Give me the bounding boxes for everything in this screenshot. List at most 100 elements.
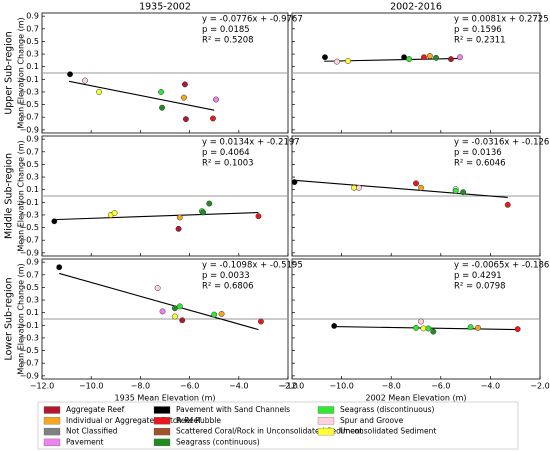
- point: [425, 325, 432, 332]
- point: [211, 311, 218, 318]
- point: [255, 213, 262, 220]
- x-tick-label: −2.0: [278, 382, 297, 391]
- point: [418, 318, 424, 325]
- point: [514, 326, 521, 333]
- legend-swatch: [153, 427, 171, 436]
- legend-swatch: [317, 427, 335, 436]
- point: [257, 318, 264, 325]
- legend-swatch: [153, 406, 171, 414]
- point: [56, 264, 63, 271]
- fit-stat: y = -0.1098x + -0.5195: [202, 261, 303, 271]
- x-tick-label: −12.0: [280, 382, 305, 391]
- legend-swatch: [317, 417, 335, 425]
- point: [182, 116, 189, 123]
- point: [420, 325, 427, 332]
- y-tick-label: −0.9: [20, 248, 39, 257]
- point: [433, 54, 440, 61]
- y-tick-label: −0.7: [20, 236, 39, 245]
- fit-stat: R² = 0.6046: [454, 159, 506, 169]
- y-tick-label: 0.9: [26, 12, 39, 21]
- x-tick-label: −10.0: [79, 382, 104, 391]
- point: [345, 58, 351, 64]
- row-label: Middle Sub-region: [4, 153, 15, 239]
- fit-stat: y = -0.0316x + -0.1266: [454, 138, 550, 148]
- x-tick-label: −4.0: [229, 382, 248, 391]
- x-tick-label: −6.0: [431, 382, 450, 391]
- point: [331, 322, 338, 329]
- y-tick-label: 0.3: [26, 50, 39, 59]
- fit-stat: R² = 0.5208: [202, 36, 254, 46]
- fit-stat: p = 0.0033: [202, 271, 250, 281]
- legend-label: Pavement: [66, 437, 104, 446]
- point: [176, 303, 183, 310]
- point: [111, 210, 118, 217]
- point: [171, 305, 178, 312]
- regression-line: [324, 57, 461, 62]
- fit-stat: p = 0.4064: [202, 148, 250, 158]
- legend-swatch: [43, 438, 61, 447]
- point: [401, 54, 408, 61]
- point: [467, 324, 474, 331]
- point: [159, 308, 166, 315]
- y-tick-label: −0.7: [20, 359, 39, 368]
- y-tick-label: −0.1: [20, 198, 39, 207]
- y-tick-label: 0.7: [26, 270, 39, 279]
- point: [456, 54, 463, 61]
- point: [413, 324, 419, 331]
- y-tick-label: −0.3: [20, 210, 39, 219]
- y-tick-label: 0.7: [26, 147, 39, 156]
- y-tick-label: 0.9: [26, 135, 39, 144]
- x-tick-label: −2.0: [530, 382, 549, 391]
- fit-stat: y = -0.0065x + -0.1868: [454, 261, 550, 271]
- y-axis-label: Mean Elevation Change (m): [17, 140, 26, 251]
- fit-stat: y = 0.0134x + -0.2197: [202, 138, 300, 148]
- y-tick-label: −0.5: [20, 100, 39, 109]
- point: [426, 52, 433, 59]
- regression-line: [59, 272, 259, 331]
- y-tick-label: −0.3: [20, 333, 39, 342]
- point: [67, 71, 73, 78]
- y-tick-label: −0.5: [20, 346, 39, 355]
- legend-label: Seagrass (continuous): [176, 437, 260, 446]
- y-tick-label: 0.5: [26, 37, 39, 46]
- fit-stat: y = 0.0081x + 0.2725: [454, 15, 549, 25]
- point: [460, 189, 467, 196]
- legend-label: Scattered Coral/Rock in Unconsolidated S…: [176, 427, 363, 436]
- y-tick-label: 0.5: [26, 160, 39, 169]
- column-title: 1935-2002: [139, 2, 191, 13]
- point: [475, 324, 481, 331]
- fit-stat: R² = 0.1003: [202, 159, 254, 169]
- point: [176, 214, 183, 221]
- y-tick-label: 0.1: [26, 185, 39, 194]
- y-tick-label: 0.7: [26, 24, 39, 33]
- point: [322, 54, 328, 61]
- fit-stat: R² = 0.2311: [454, 36, 506, 46]
- row-label: Lower Sub-region: [4, 277, 15, 360]
- y-tick-label: 0.3: [26, 173, 39, 182]
- point: [171, 313, 178, 320]
- point: [413, 180, 419, 187]
- x-tick-label: −8.0: [131, 382, 150, 391]
- legend-label: Aggregate Reef: [66, 405, 125, 414]
- point: [180, 94, 187, 101]
- y-tick-label: −0.9: [20, 371, 39, 380]
- point: [179, 317, 186, 324]
- x-tick-label: −10.0: [329, 382, 354, 391]
- fit-stat: p = 0.4291: [454, 271, 502, 281]
- legend-label: Individual or Aggregated Patch Reef: [66, 416, 201, 425]
- point: [448, 56, 454, 63]
- fit-stat: R² = 0.0798: [454, 282, 506, 292]
- point: [159, 104, 165, 111]
- column-title: 2002-2016: [390, 2, 442, 13]
- point: [218, 310, 225, 317]
- y-tick-label: 0.9: [26, 258, 39, 267]
- fit-stat: p = 0.0136: [454, 148, 502, 158]
- point: [96, 88, 103, 95]
- x-axis-label: 2002 Mean Elevation (m): [366, 394, 467, 403]
- y-tick-label: −0.1: [20, 75, 39, 84]
- fit-stat: p = 0.0185: [202, 25, 250, 35]
- point: [452, 187, 459, 194]
- y-tick-label: 0.1: [26, 62, 39, 71]
- legend-swatch: [153, 438, 171, 447]
